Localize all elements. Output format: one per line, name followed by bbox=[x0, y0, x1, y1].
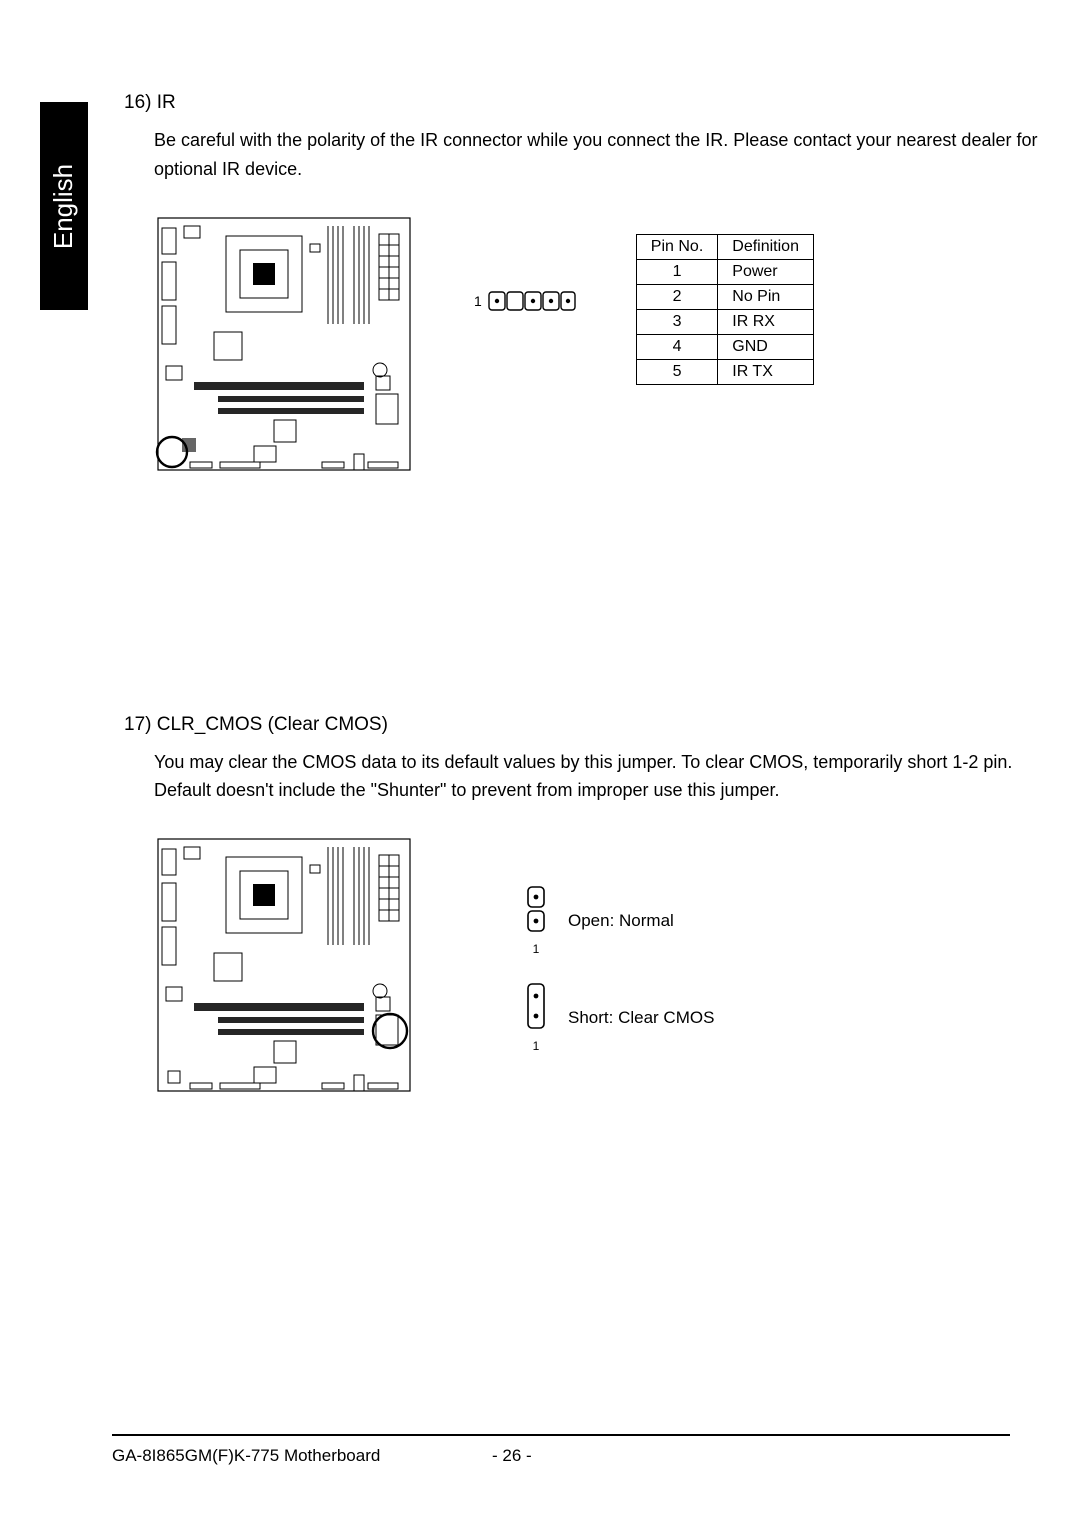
th-def: Definition bbox=[718, 234, 814, 259]
language-label: English bbox=[49, 163, 80, 248]
table-row: 3IR RX bbox=[636, 309, 813, 334]
th-pin: Pin No. bbox=[636, 234, 717, 259]
language-tab: English bbox=[40, 102, 88, 310]
section-16-body: Be careful with the polarity of the IR c… bbox=[154, 126, 1044, 184]
section-17: 17) CLR_CMOS (Clear CMOS) You may clear … bbox=[124, 714, 1044, 1096]
jumper-legend: 1 Open: Normal 1 Short: Clear CMOS bbox=[524, 885, 714, 1079]
jumper-open-icon bbox=[524, 885, 548, 935]
table-row: 5IR TX bbox=[636, 359, 813, 384]
jumper-short-label: Short: Clear CMOS bbox=[568, 1008, 714, 1028]
section-16: 16) IR Be careful with the polarity of t… bbox=[124, 92, 1044, 474]
section-17-heading: 17) CLR_CMOS (Clear CMOS) bbox=[124, 714, 1044, 736]
page-footer: GA-8I865GM(F)K-775 Motherboard - 26 - bbox=[112, 1434, 1010, 1466]
jumper-open: 1 Open: Normal bbox=[524, 885, 714, 956]
ir-pin-1-label: 1 bbox=[474, 293, 482, 309]
table-row: 1Power bbox=[636, 259, 813, 284]
motherboard-diagram-17 bbox=[154, 835, 414, 1095]
jumper-open-label: Open: Normal bbox=[568, 911, 674, 931]
table-row: 2No Pin bbox=[636, 284, 813, 309]
ir-connector-icon bbox=[488, 290, 576, 312]
section-17-row: 1 Open: Normal 1 Short: Clear CMOS bbox=[154, 835, 1044, 1095]
ir-definition-table: Pin No.Definition 1Power 2No Pin 3IR RX … bbox=[636, 234, 814, 385]
ir-pin-strip: 1 bbox=[474, 290, 576, 312]
jumper-short-icon bbox=[524, 982, 548, 1032]
section-16-heading: 16) IR bbox=[124, 92, 1044, 114]
section-16-row: 1 Pin No.Definition 1Power 2No Pin 3IR R… bbox=[154, 214, 1044, 474]
page-content: 16) IR Be careful with the polarity of t… bbox=[124, 92, 1044, 1095]
jumper-open-num: 1 bbox=[524, 942, 548, 956]
motherboard-diagram-16 bbox=[154, 214, 414, 474]
jumper-short: 1 Short: Clear CMOS bbox=[524, 982, 714, 1053]
jumper-short-num: 1 bbox=[524, 1039, 548, 1053]
section-17-body: You may clear the CMOS data to its defau… bbox=[154, 748, 1044, 806]
footer-model: GA-8I865GM(F)K-775 Motherboard bbox=[112, 1446, 380, 1466]
table-row: 4GND bbox=[636, 334, 813, 359]
footer-page: - 26 - bbox=[492, 1446, 532, 1466]
